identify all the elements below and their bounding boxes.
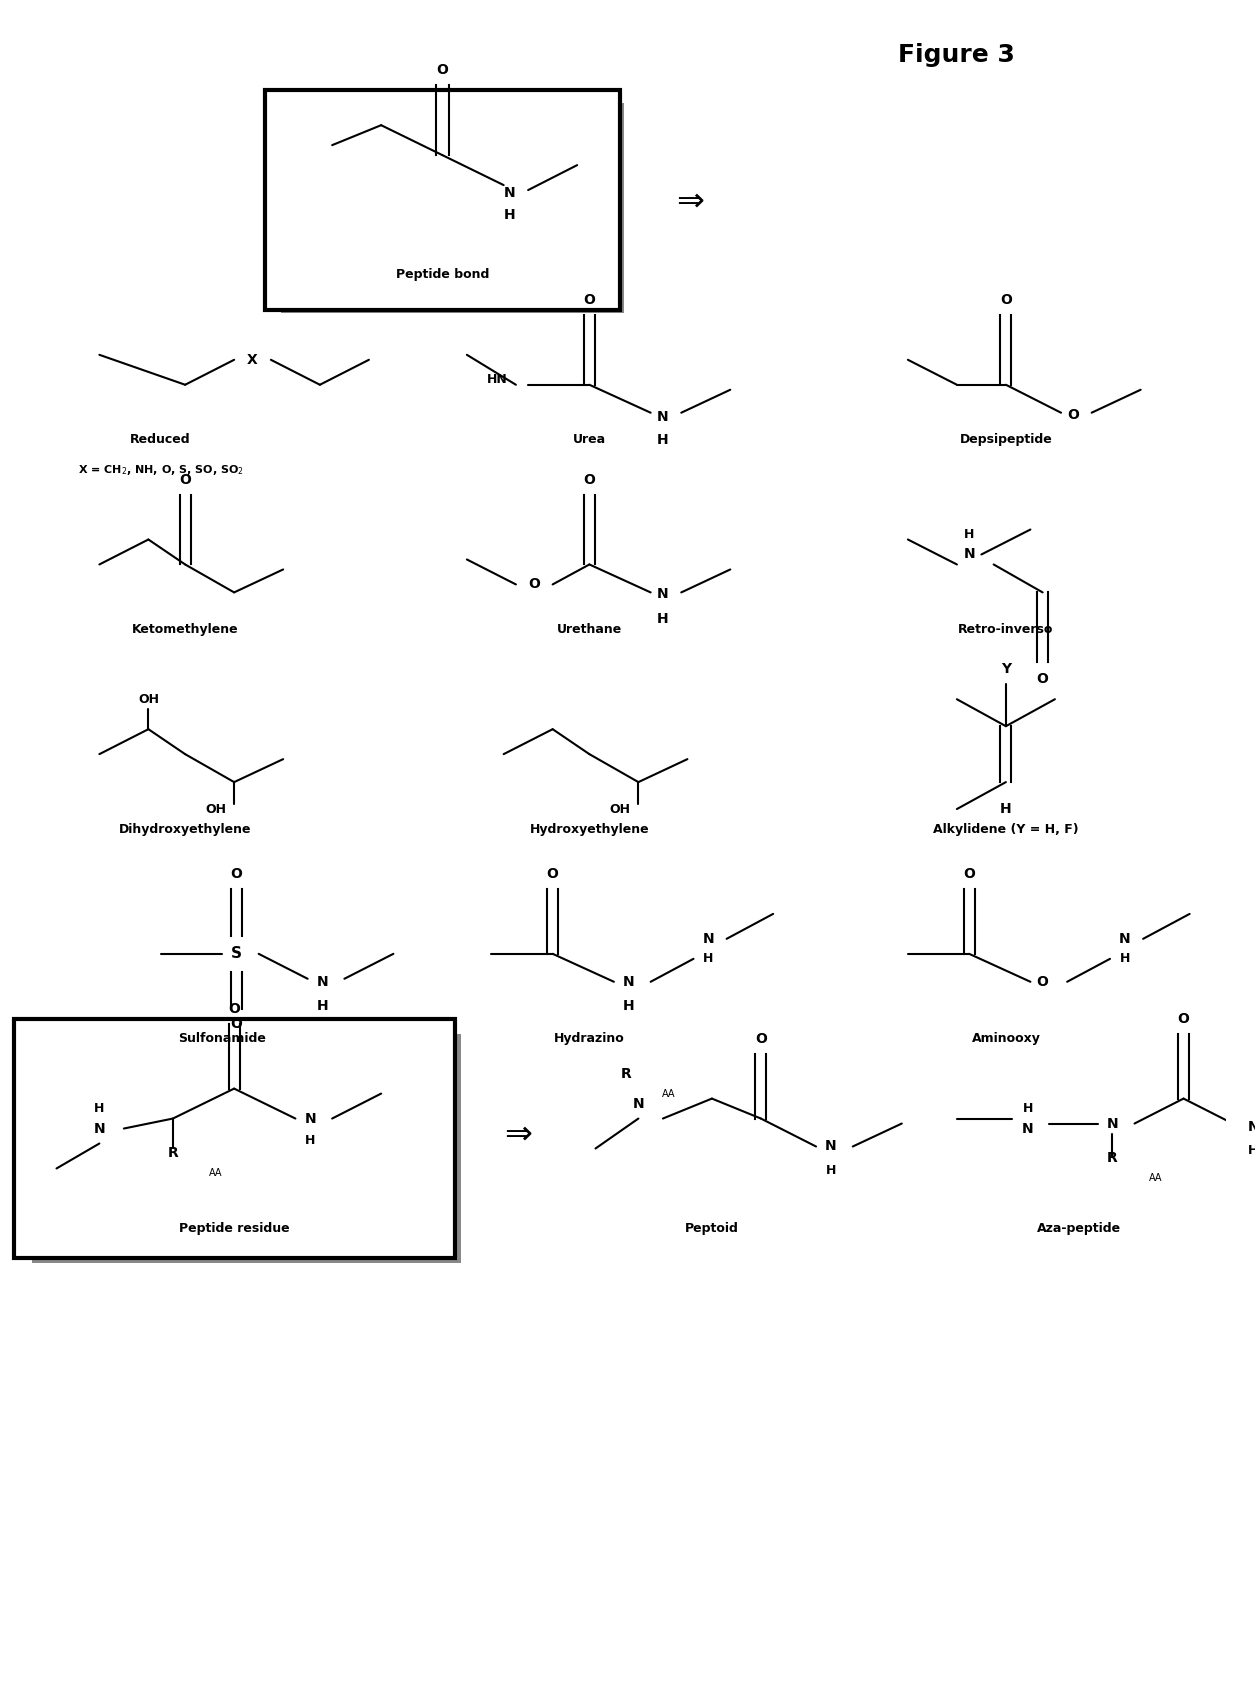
Text: HN: HN bbox=[487, 374, 508, 386]
Text: H: H bbox=[305, 1133, 315, 1147]
Text: N: N bbox=[825, 1140, 837, 1154]
Text: O: O bbox=[528, 578, 540, 591]
Text: AA: AA bbox=[663, 1088, 675, 1098]
Text: AA: AA bbox=[1148, 1174, 1162, 1184]
Text: H: H bbox=[1119, 953, 1130, 965]
Bar bbox=[281, 103, 624, 313]
Text: N: N bbox=[304, 1111, 316, 1125]
Text: H: H bbox=[658, 613, 669, 626]
Text: Urea: Urea bbox=[572, 433, 606, 446]
Text: O: O bbox=[584, 473, 595, 487]
Text: Aza-peptide: Aza-peptide bbox=[1038, 1223, 1122, 1234]
Text: O: O bbox=[1067, 408, 1079, 421]
Text: H: H bbox=[94, 1101, 104, 1115]
Text: Urethane: Urethane bbox=[557, 623, 622, 637]
Text: H: H bbox=[1000, 802, 1012, 817]
Text: Alkylidene (Y = H, F): Alkylidene (Y = H, F) bbox=[932, 822, 1079, 835]
Text: AA: AA bbox=[210, 1169, 222, 1179]
Text: N: N bbox=[94, 1122, 105, 1135]
Text: $\Rightarrow$: $\Rightarrow$ bbox=[670, 184, 705, 217]
Text: Retro-inverso: Retro-inverso bbox=[959, 623, 1054, 637]
Text: O: O bbox=[547, 867, 558, 881]
Text: N: N bbox=[658, 409, 669, 424]
Text: O: O bbox=[756, 1032, 767, 1046]
Text: O: O bbox=[584, 293, 595, 306]
Text: O: O bbox=[437, 64, 448, 77]
Text: O: O bbox=[179, 473, 191, 487]
Text: O: O bbox=[963, 867, 975, 881]
Text: N: N bbox=[316, 975, 328, 989]
Text: H: H bbox=[622, 999, 635, 1012]
Text: Hydrazino: Hydrazino bbox=[553, 1032, 625, 1046]
Text: O: O bbox=[1000, 293, 1012, 306]
Text: Sulfonamide: Sulfonamide bbox=[178, 1032, 266, 1046]
Text: $\Rightarrow$: $\Rightarrow$ bbox=[498, 1116, 533, 1150]
Text: Hydroxyethylene: Hydroxyethylene bbox=[530, 822, 649, 835]
Text: N: N bbox=[1107, 1116, 1118, 1130]
Bar bbox=[33, 1034, 461, 1263]
Text: Peptide bond: Peptide bond bbox=[395, 268, 489, 281]
Text: N: N bbox=[1247, 1120, 1255, 1133]
Text: H: H bbox=[703, 953, 713, 965]
Text: OH: OH bbox=[610, 803, 630, 815]
Text: N: N bbox=[1119, 931, 1131, 946]
Text: O: O bbox=[1037, 975, 1049, 989]
Text: N: N bbox=[964, 547, 975, 561]
Text: Figure 3: Figure 3 bbox=[899, 44, 1015, 67]
Text: N: N bbox=[633, 1096, 644, 1110]
Text: OH: OH bbox=[138, 692, 159, 706]
Text: H: H bbox=[658, 433, 669, 446]
Text: X = CH$_2$, NH, O, S, SO, SO$_2$: X = CH$_2$, NH, O, S, SO, SO$_2$ bbox=[78, 463, 243, 477]
Text: H: H bbox=[505, 209, 516, 222]
Text: O: O bbox=[231, 867, 242, 881]
Text: R: R bbox=[621, 1066, 631, 1081]
Text: Dihydroxyethylene: Dihydroxyethylene bbox=[119, 822, 251, 835]
Text: N: N bbox=[622, 975, 635, 989]
Text: Reduced: Reduced bbox=[131, 433, 191, 446]
Text: H: H bbox=[1249, 1143, 1255, 1157]
Text: N: N bbox=[1022, 1122, 1034, 1135]
Text: X: X bbox=[247, 352, 257, 367]
Text: OH: OH bbox=[206, 803, 226, 815]
Text: R: R bbox=[1107, 1152, 1118, 1165]
Text: Peptoid: Peptoid bbox=[685, 1223, 739, 1234]
FancyBboxPatch shape bbox=[265, 91, 620, 310]
Text: R: R bbox=[167, 1147, 178, 1160]
Text: N: N bbox=[703, 931, 714, 946]
Text: Ketomethylene: Ketomethylene bbox=[132, 623, 238, 637]
Text: O: O bbox=[231, 1017, 242, 1031]
Text: Aminooxy: Aminooxy bbox=[971, 1032, 1040, 1046]
Text: H: H bbox=[964, 529, 974, 541]
FancyBboxPatch shape bbox=[14, 1019, 454, 1258]
Text: H: H bbox=[826, 1164, 836, 1177]
Text: O: O bbox=[1037, 672, 1049, 687]
Text: N: N bbox=[505, 185, 516, 200]
Text: S: S bbox=[231, 946, 242, 962]
Text: Peptide residue: Peptide residue bbox=[178, 1223, 290, 1234]
Text: H: H bbox=[316, 999, 328, 1012]
Text: Depsipeptide: Depsipeptide bbox=[960, 433, 1052, 446]
Text: O: O bbox=[228, 1002, 240, 1015]
Text: Y: Y bbox=[1000, 662, 1012, 677]
Text: H: H bbox=[1023, 1101, 1033, 1115]
Text: N: N bbox=[658, 588, 669, 601]
Text: O: O bbox=[1177, 1012, 1190, 1026]
